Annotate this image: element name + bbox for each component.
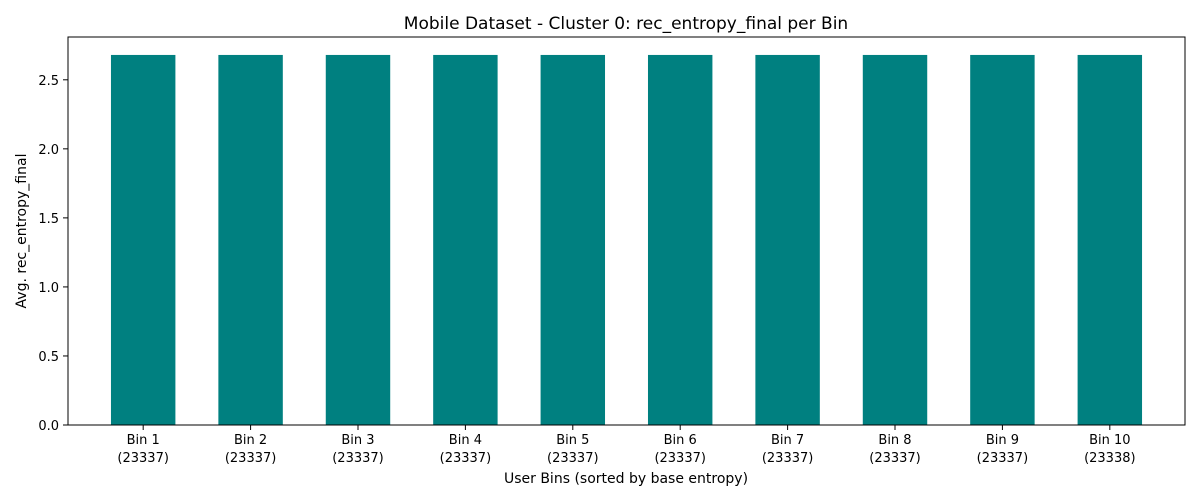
bar-7 (755, 54, 820, 425)
bar-8 (862, 54, 928, 425)
x-tick-label: Bin 6 (664, 433, 697, 448)
bar-1 (110, 54, 176, 425)
x-tick-count-label: (23337) (225, 451, 277, 466)
y-tick-label: 2.0 (38, 143, 59, 158)
bar-6 (647, 54, 713, 425)
x-tick-label: Bin 8 (878, 433, 911, 448)
x-tick-count-label: (23337) (117, 451, 169, 466)
x-tick-count-label: (23337) (654, 451, 706, 466)
bar-4 (433, 54, 498, 425)
x-tick-count-label: (23337) (332, 451, 384, 466)
x-tick-label: Bin 10 (1089, 433, 1130, 448)
x-tick-label: Bin 4 (449, 433, 482, 448)
x-axis-label: User Bins (sorted by base entropy) (504, 471, 748, 487)
x-tick-label: Bin 5 (556, 433, 589, 448)
x-tick-count-label: (23337) (440, 451, 492, 466)
x-tick-label: Bin 1 (127, 433, 160, 448)
bar-2 (218, 54, 283, 425)
y-tick-label: 2.5 (38, 74, 59, 89)
plot-area: 0.0 0.5 1.0 1.5 2.0 2.5 Bin 1 (23337) Bin 2 (2333… (38, 36, 1186, 466)
x-tick-label: Bin 7 (771, 433, 804, 448)
x-tick-count-label: (23338) (1084, 451, 1136, 466)
y-tick-label: 0.5 (38, 350, 59, 365)
y-tick-label: 1.5 (38, 212, 59, 227)
plot-frame (67, 36, 1186, 426)
bar-5 (540, 54, 606, 425)
x-tick-count-label: (23337) (869, 451, 921, 466)
x-tick-label: Bin 2 (234, 433, 267, 448)
x-tick-count-label: (23337) (762, 451, 814, 466)
x-tick-label: Bin 9 (986, 433, 1019, 448)
chart-title: Mobile Dataset - Cluster 0: rec_entropy_… (404, 14, 848, 34)
y-axis-label: Avg. rec_entropy_final (14, 154, 30, 309)
y-tick-label: 1.0 (38, 281, 59, 296)
x-tick-label: Bin 3 (341, 433, 374, 448)
y-tick-label: 0.0 (38, 419, 59, 434)
bar-10 (1077, 54, 1143, 425)
bar-3 (325, 54, 391, 425)
x-tick-count-label: (23337) (547, 451, 599, 466)
x-tick-count-label: (23337) (977, 451, 1029, 466)
bar-9 (970, 54, 1035, 425)
